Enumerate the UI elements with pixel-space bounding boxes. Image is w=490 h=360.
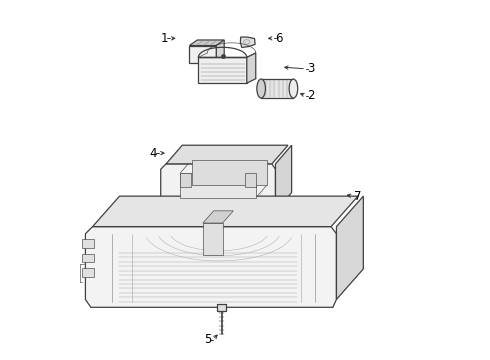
Ellipse shape [289, 79, 298, 98]
Text: 3: 3 [308, 62, 315, 75]
Polygon shape [337, 196, 364, 300]
Polygon shape [82, 253, 95, 262]
Polygon shape [82, 268, 95, 277]
Polygon shape [245, 173, 256, 187]
Polygon shape [85, 226, 337, 307]
Polygon shape [190, 45, 216, 63]
Polygon shape [217, 305, 226, 311]
Polygon shape [161, 164, 275, 218]
Polygon shape [241, 37, 255, 48]
Polygon shape [166, 145, 288, 164]
Polygon shape [198, 57, 247, 83]
Polygon shape [216, 40, 224, 63]
Text: 7: 7 [354, 190, 362, 203]
Polygon shape [203, 223, 222, 255]
Polygon shape [93, 196, 358, 226]
Text: 4: 4 [150, 147, 157, 159]
Text: 6: 6 [275, 32, 283, 45]
Ellipse shape [257, 79, 266, 98]
Polygon shape [203, 211, 233, 223]
Polygon shape [82, 239, 95, 248]
Text: 2: 2 [308, 89, 315, 102]
Polygon shape [180, 173, 256, 198]
Polygon shape [180, 173, 191, 187]
Polygon shape [261, 79, 294, 98]
Polygon shape [275, 145, 292, 211]
Polygon shape [192, 160, 267, 185]
Text: 1: 1 [161, 32, 168, 45]
Text: 5: 5 [204, 333, 211, 346]
Polygon shape [190, 40, 224, 45]
Ellipse shape [244, 40, 250, 44]
Polygon shape [247, 53, 256, 83]
